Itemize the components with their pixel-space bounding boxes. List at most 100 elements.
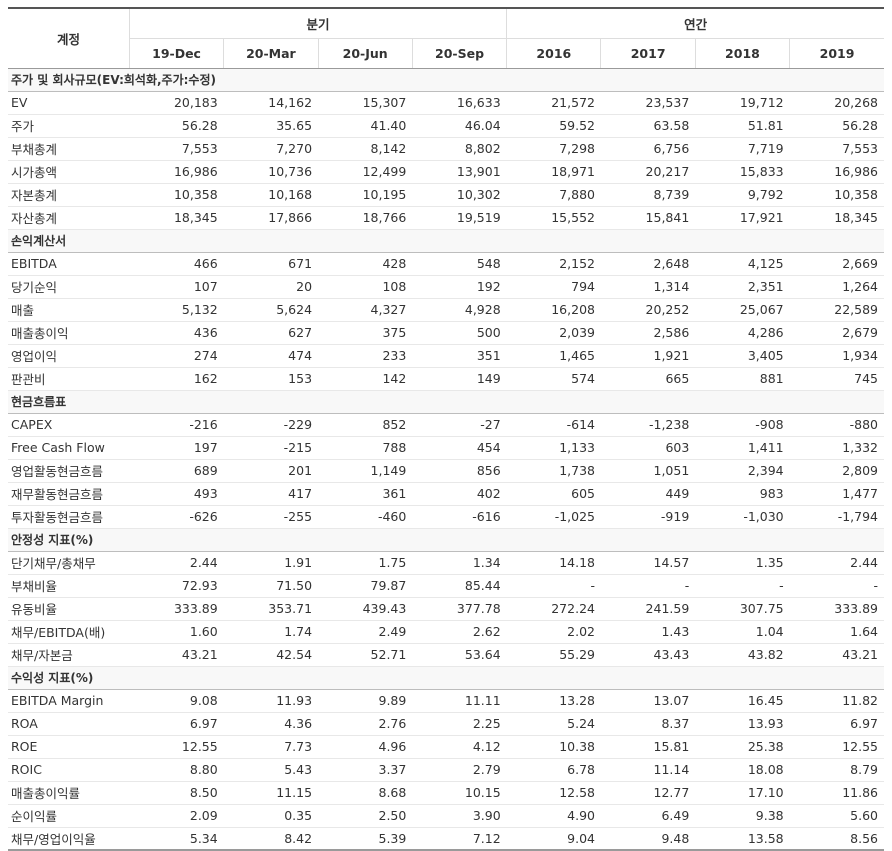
- value-cell: 439.43: [318, 597, 413, 621]
- value-cell: 17,921: [695, 206, 790, 230]
- row-label: ROA: [8, 712, 130, 736]
- value-cell: 7,553: [129, 137, 224, 161]
- row-label: EBITDA: [8, 252, 130, 276]
- value-cell: 8.50: [129, 781, 224, 805]
- value-cell: 56.28: [789, 114, 884, 138]
- value-cell: 43.21: [129, 643, 224, 667]
- value-cell: 9.08: [129, 689, 224, 713]
- value-cell: 10,358: [129, 183, 224, 207]
- value-cell: 5.34: [129, 827, 224, 851]
- value-cell: 8.68: [318, 781, 413, 805]
- value-cell: 1,051: [600, 459, 696, 483]
- table-row: 매출총이익률 8.50 11.15 8.68 10.15 12.58 12.77 17.10 1…: [8, 781, 884, 805]
- value-cell: 1.43: [600, 620, 696, 644]
- value-cell: 19,519: [412, 206, 507, 230]
- value-cell: 35.65: [223, 114, 319, 138]
- section-header-row: 현금흐름표: [8, 389, 884, 414]
- value-cell: 2.79: [412, 758, 507, 782]
- value-cell: 2.02: [506, 620, 601, 644]
- value-cell: 436: [129, 321, 224, 345]
- period-header: 2019: [789, 38, 884, 69]
- period-header: 19-Dec: [129, 38, 225, 69]
- value-cell: 20: [223, 275, 319, 299]
- value-cell: 79.87: [318, 574, 413, 598]
- table-row: ROE 12.55 7.73 4.96 4.12 10.38 15.81 25.38 12.55: [8, 735, 884, 759]
- value-cell: 4,286: [695, 321, 790, 345]
- row-label: 채무/영업이익율: [8, 827, 130, 851]
- value-cell: 788: [318, 436, 413, 460]
- value-cell: 21,572: [506, 91, 601, 115]
- value-cell: 15.81: [600, 735, 696, 759]
- value-cell: 5.24: [506, 712, 601, 736]
- value-cell: 43.82: [695, 643, 790, 667]
- value-cell: 1.34: [412, 551, 507, 575]
- value-cell: 16,633: [412, 91, 507, 115]
- financial-summary-table: 계정 분기 연간 19-Dec 20-Mar 20-Jun 20-Sep 201…: [8, 7, 884, 851]
- value-cell: 15,552: [506, 206, 601, 230]
- section-header-row: 안정성 지표(%): [8, 527, 884, 552]
- value-cell: 417: [223, 482, 319, 506]
- value-cell: 162: [129, 367, 224, 391]
- value-cell: 1.91: [223, 551, 319, 575]
- value-cell: 17.10: [695, 781, 790, 805]
- value-cell: 8,802: [412, 137, 507, 161]
- value-cell: 1,264: [789, 275, 884, 299]
- value-cell: 18.08: [695, 758, 790, 782]
- value-cell: 12.77: [600, 781, 696, 805]
- table-row: 채무/EBITDA(배) 1.60 1.74 2.49 2.62 2.02 1.43 1.04…: [8, 620, 884, 644]
- value-cell: 4.96: [318, 735, 413, 759]
- value-cell: 55.29: [506, 643, 601, 667]
- value-cell: -1,794: [789, 505, 884, 529]
- table-row: 매출총이익 436 627 375 500 2,039 2,586 4,286 2,679: [8, 321, 884, 345]
- value-cell: 8,142: [318, 137, 413, 161]
- value-cell: 2.25: [412, 712, 507, 736]
- value-cell: 7,880: [506, 183, 601, 207]
- table-row: ROIC 8.80 5.43 3.37 2.79 6.78 11.14 18.08 8.79: [8, 758, 884, 782]
- value-cell: 333.89: [129, 597, 224, 621]
- value-cell: 53.64: [412, 643, 507, 667]
- value-cell: 15,841: [600, 206, 696, 230]
- table-row: 매출 5,132 5,624 4,327 4,928 16,208 20,252 25,067…: [8, 298, 884, 322]
- value-cell: 574: [506, 367, 601, 391]
- value-cell: 5.60: [789, 804, 884, 828]
- value-cell: -614: [506, 413, 601, 437]
- value-cell: 19,712: [695, 91, 790, 115]
- account-column-header: 계정: [8, 7, 130, 69]
- value-cell: 605: [506, 482, 601, 506]
- section-title: 주가 및 회사규모(EV:희석화,주가:수정): [8, 67, 884, 92]
- row-label: 채무/자본금: [8, 643, 130, 667]
- table-header: 계정 분기 연간 19-Dec 20-Mar 20-Jun 20-Sep 201…: [8, 7, 884, 69]
- value-cell: 16,986: [789, 160, 884, 184]
- annual-group-header: 연간: [506, 7, 884, 39]
- value-cell: 18,971: [506, 160, 601, 184]
- table-row: 시가총액 16,986 10,736 12,499 13,901 18,971 20,217…: [8, 160, 884, 184]
- value-cell: 25,067: [695, 298, 790, 322]
- value-cell: 272.24: [506, 597, 601, 621]
- value-cell: 15,307: [318, 91, 413, 115]
- value-cell: 43.21: [789, 643, 884, 667]
- value-cell: 689: [129, 459, 224, 483]
- row-label: 매출총이익률: [8, 781, 130, 805]
- value-cell: 12.58: [506, 781, 601, 805]
- value-cell: 7,553: [789, 137, 884, 161]
- value-cell: 1,332: [789, 436, 884, 460]
- value-cell: -616: [412, 505, 507, 529]
- value-cell: 493: [129, 482, 224, 506]
- value-cell: 627: [223, 321, 319, 345]
- value-cell: 7,270: [223, 137, 319, 161]
- value-cell: 18,345: [129, 206, 224, 230]
- value-cell: 466: [129, 252, 224, 276]
- value-cell: 2.09: [129, 804, 224, 828]
- value-cell: 428: [318, 252, 413, 276]
- value-cell: 14,162: [223, 91, 319, 115]
- value-cell: 241.59: [600, 597, 696, 621]
- table-row: EBITDA 466 671 428 548 2,152 2,648 4,125 2,669: [8, 252, 884, 276]
- value-cell: 12.55: [789, 735, 884, 759]
- section-title: 손익계산서: [8, 228, 884, 253]
- value-cell: 881: [695, 367, 790, 391]
- value-cell: -255: [223, 505, 319, 529]
- row-label: ROIC: [8, 758, 130, 782]
- row-label: CAPEX: [8, 413, 130, 437]
- value-cell: 4,928: [412, 298, 507, 322]
- row-label: 매출총이익: [8, 321, 130, 345]
